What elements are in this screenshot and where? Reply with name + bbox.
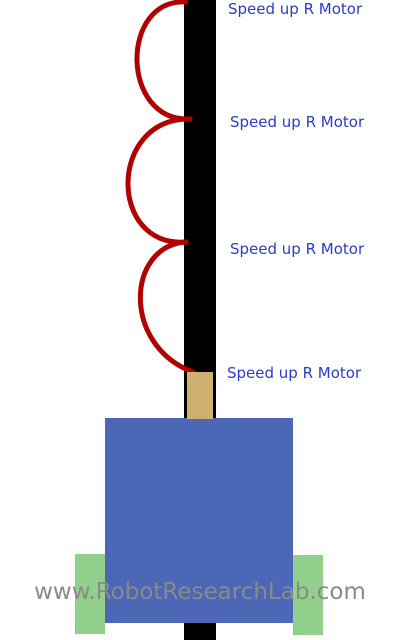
line-sensor: [187, 372, 213, 419]
right-wheel: [293, 555, 323, 635]
annotation-label-2: Speed up R Motor: [230, 113, 365, 131]
path-loop-1: [134, 0, 193, 122]
annotation-label-3: Speed up R Motor: [230, 240, 365, 258]
path-loop-2: [125, 116, 193, 245]
annotation-label-4: Speed up R Motor: [227, 364, 362, 382]
watermark-text: www.RobotResearchLab.com: [34, 579, 366, 605]
path-loop-3: [137, 239, 196, 375]
robot-body: [105, 418, 293, 623]
annotation-label-1: Speed up R Motor: [228, 0, 363, 18]
left-wheel: [75, 554, 105, 634]
